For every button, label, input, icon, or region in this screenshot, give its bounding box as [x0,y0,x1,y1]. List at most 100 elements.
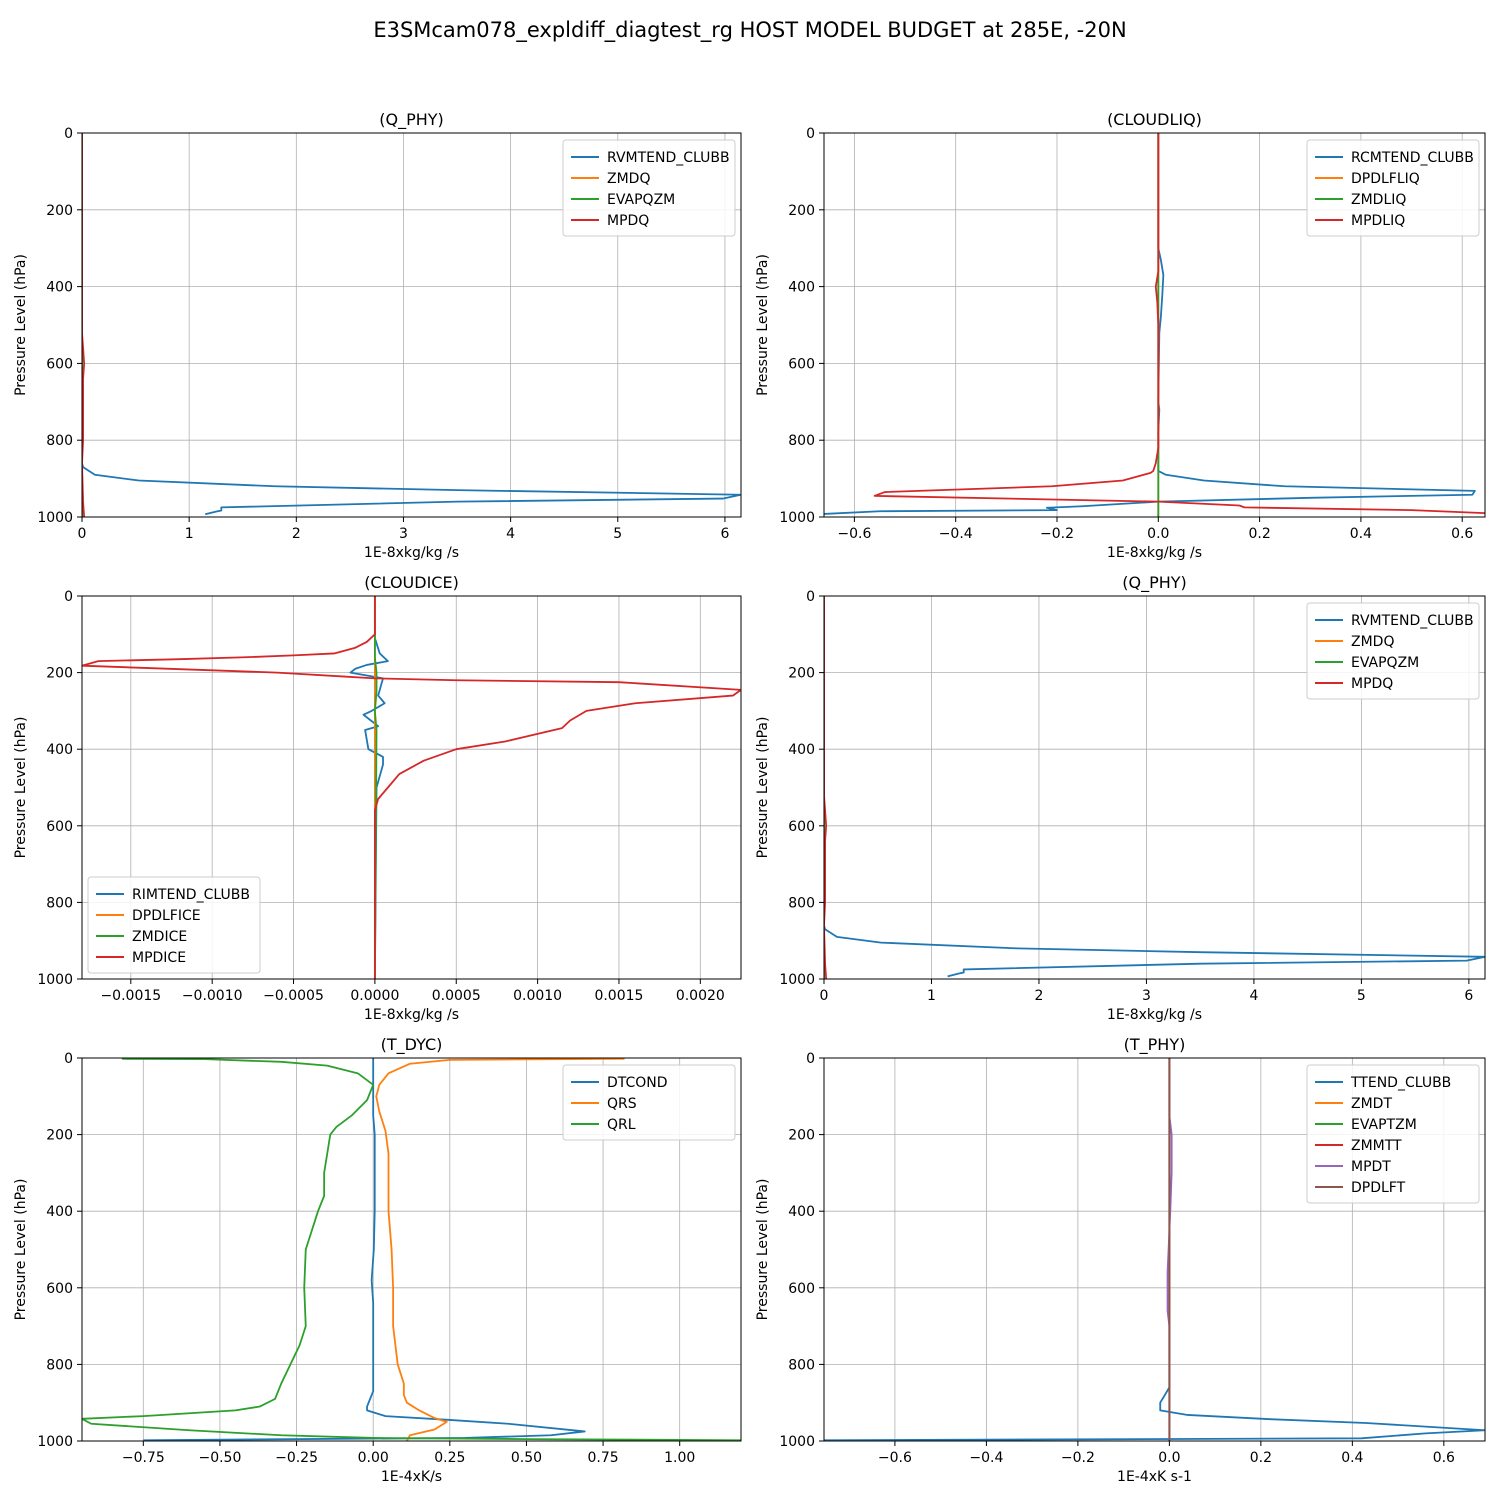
legend-label: DPDLFLIQ [1351,171,1420,187]
x-tick-label: 6 [1464,988,1473,1004]
x-axis-label: 1E-8xkg/kg /s [364,1007,459,1023]
x-axis-label: 1E-8xkg/kg /s [1107,1007,1202,1023]
y-tick-label: 600 [788,819,815,835]
series-line [824,596,1485,978]
y-axis-label: Pressure Level (hPa) [13,717,29,859]
legend-label: RIMTEND_CLUBB [132,887,250,903]
y-tick-label: 400 [46,1204,73,1220]
x-tick-label: 1.00 [664,1450,695,1466]
x-tick-label: 2 [292,526,301,542]
chart-panel: −0.6 −0.4 −0.2 0.0 0.2 0.4 0.6 0 200 400 600 800 100… [755,110,1486,561]
legend-box [562,139,736,237]
legend-label: MPDQ [607,213,649,229]
y-tick-label: 800 [788,1357,815,1373]
y-tick-label: 1000 [37,972,73,988]
x-tick-label: 0.0000 [350,988,399,1004]
x-tick-label: 0.4 [1350,526,1372,542]
x-tick-label: −0.0010 [182,988,243,1004]
x-tick-label: 0.25 [434,1450,465,1466]
series-line [873,133,1485,515]
x-tick-label: 0.2 [1248,526,1270,542]
panel-title: (CLOUDICE) [364,573,459,592]
y-tick-label: 1000 [779,1434,815,1450]
y-tick-label: 600 [788,1281,815,1297]
x-tick-label: −0.2 [1061,1450,1095,1466]
x-tick-label: 0.0005 [432,988,481,1004]
x-tick-label: 0.0 [1158,1450,1180,1466]
chart-panel: 0 1 2 3 4 5 6 0 200 400 600 800 1000 (Q_PHY) 1E-8xkg/k… [13,110,742,561]
series-group [824,133,1485,517]
axes-frame [823,132,1486,518]
x-tick-label: 2 [1034,988,1043,1004]
x-tick-label: 5 [613,526,622,542]
legend-label: MPDLIQ [1351,213,1405,229]
y-tick-label: 800 [788,433,815,449]
x-tick-label: 0.75 [587,1450,618,1466]
y-tick-label: 800 [46,895,73,911]
axes-frame [81,595,742,980]
y-tick-label: 600 [46,356,73,372]
series-line [82,596,741,979]
series-line [375,1058,625,1441]
y-tick-label: 200 [788,203,815,219]
x-tick-label: 0 [78,526,87,542]
legend: RCMTEND_CLUBB DPDLFLIQ ZMDLIQ MPDLIQ [1306,139,1480,237]
y-tick-label: 400 [788,280,815,296]
series-line [824,133,1476,515]
panel-title: (Q_PHY) [379,110,444,130]
panel-title: (CLOUDLIQ) [1107,110,1202,129]
panel-title: (T_PHY) [1124,1035,1186,1055]
y-tick-label: 400 [788,1204,815,1220]
x-tick-label: −0.6 [878,1450,912,1466]
x-tick-label: −0.2 [1040,526,1074,542]
y-tick-label: 400 [46,742,73,758]
y-tick-label: 0 [806,1051,815,1067]
legend-box [562,1064,736,1141]
y-tick-label: 1000 [37,1434,73,1450]
y-tick-label: 600 [788,356,815,372]
x-tick-label: 6 [720,526,729,542]
legend-label: DPDLFT [1351,1180,1406,1196]
y-tick-label: 0 [64,589,73,605]
legend-label: ZMMTT [1351,1138,1402,1154]
x-tick-label: 3 [1142,988,1151,1004]
y-tick-label: 800 [46,1357,73,1373]
series-group [82,596,741,979]
series-line [82,133,741,516]
series-line [349,596,389,979]
x-tick-label: 0.0020 [676,988,725,1004]
axes-frame [823,595,1486,980]
x-tick-label: 4 [506,526,515,542]
legend-label: ZMDICE [132,929,187,945]
x-axis-label: 1E-8xkg/kg /s [1107,545,1202,561]
legend-label: RCMTEND_CLUBB [1351,150,1474,166]
y-tick-label: 400 [46,280,73,296]
y-tick-label: 200 [788,666,815,682]
y-tick-label: 800 [788,895,815,911]
y-tick-label: 0 [64,126,73,142]
x-tick-label: 0.4 [1341,1450,1363,1466]
y-tick-label: 0 [64,1051,73,1067]
figure-title: E3SMcam078_expldiff_diagtest_rg HOST MOD… [373,18,1126,43]
legend-label: EVAPTZM [1351,1117,1417,1133]
series-group [82,1058,741,1441]
x-tick-label: 5 [1357,988,1366,1004]
x-tick-label: −0.4 [939,526,973,542]
x-tick-label: 0.0015 [594,988,643,1004]
legend-box [1306,602,1480,700]
x-tick-label: 0.6 [1451,526,1473,542]
y-tick-label: 1000 [779,972,815,988]
legend-label: ZMDQ [607,171,650,187]
y-tick-label: 400 [788,742,815,758]
panel-title: (Q_PHY) [1122,573,1187,593]
x-tick-label: 4 [1249,988,1258,1004]
legend-box [87,876,261,974]
legend-label: TTEND_CLUBB [1350,1075,1451,1091]
series-line [824,1058,1485,1441]
x-tick-label: −0.25 [275,1450,318,1466]
legend-label: ZMDQ [1351,634,1394,650]
x-tick-label: −0.50 [198,1450,241,1466]
y-axis-label: Pressure Level (hPa) [755,1179,771,1321]
x-tick-label: −0.4 [969,1450,1003,1466]
